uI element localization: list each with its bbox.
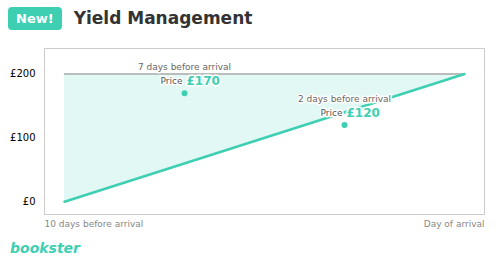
svg-text:Day of arrival: Day of arrival: [424, 219, 485, 229]
svg-text:£0: £0: [23, 196, 36, 207]
svg-text:£100: £100: [10, 132, 35, 143]
html-text:Yield Management: Yield Management: [73, 8, 253, 28]
svg-text:Price: Price: [161, 76, 183, 86]
svg-text:10 days before arrival: 10 days before arrival: [45, 219, 144, 229]
svg-text:2 days before arrival: 2 days before arrival: [298, 94, 391, 104]
svg-text:£120: £120: [347, 106, 380, 120]
svg-text:7 days before arrival: 7 days before arrival: [138, 62, 231, 72]
html-text:New!: New!: [16, 10, 54, 26]
svg-text:£200: £200: [10, 68, 35, 79]
svg-text:£170: £170: [187, 74, 220, 88]
svg-text:Price: Price: [321, 108, 343, 118]
html-text:bookster: bookster: [10, 240, 80, 256]
